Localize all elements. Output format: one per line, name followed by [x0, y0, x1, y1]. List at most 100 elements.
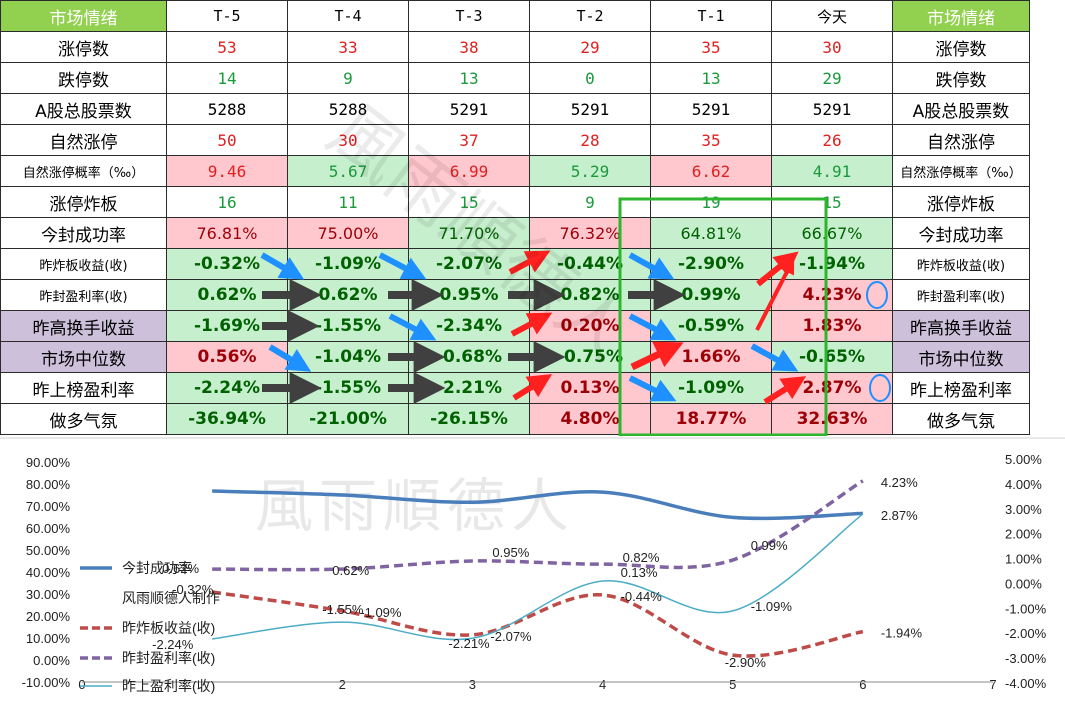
row-label: 昨封盈利率(收) — [0, 279, 167, 311]
row-label-right: 自然涨停 — [892, 124, 1030, 156]
table-row: 自然涨停概率（‰） 9.46 5.67 6.99 5.29 6.62 4.91 自然涨停概率（… — [0, 155, 1030, 187]
series-line — [211, 590, 864, 658]
value-cell: 38 — [408, 31, 530, 63]
value-cell: 1.83% — [771, 310, 893, 342]
left-axis-labels: 90.00% 80.00% 70.00% 60.00% 50.00% 40.00% 30.0… — [22, 455, 71, 690]
value-cell: -0.68% — [408, 341, 530, 373]
data-label: 0.13% — [621, 565, 658, 580]
value-cell: 76.32% — [529, 217, 651, 249]
left-tick-label: 40.00% — [26, 565, 71, 580]
value-cell: 0.13% — [529, 372, 651, 404]
left-tick-label: 60.00% — [26, 521, 71, 536]
value-cell: 75.00% — [287, 217, 409, 249]
value-cell: 5.29 — [529, 155, 651, 187]
value-cell: 13 — [408, 62, 530, 94]
value-cell: -1.69% — [166, 310, 288, 342]
value-cell: 18.77% — [650, 403, 772, 435]
header-cell: 市场情绪 — [892, 0, 1030, 32]
value-cell: 30 — [287, 124, 409, 156]
value-cell: 1.66% — [650, 341, 772, 373]
value-cell: -2.21% — [408, 372, 530, 404]
value-cell: 71.70% — [408, 217, 530, 249]
table-row: 昨炸板收益(收) -0.32% -1.09% -2.07% -0.44% -2.90% -1… — [0, 248, 1030, 280]
x-tick-label: 6 — [859, 677, 866, 692]
value-cell: 16 — [166, 186, 288, 218]
value-cell: 9 — [287, 62, 409, 94]
table-row: 自然涨停 50 30 37 28 35 26 自然涨停 — [0, 124, 1030, 156]
data-label: -1.55% — [322, 602, 364, 617]
right-tick-label: -1.00% — [1005, 601, 1047, 616]
right-axis-labels: 5.00% 4.00% 3.00% 2.00% 1.00% 0.00% -1.00% -2.0… — [1005, 452, 1047, 691]
row-label: 市场中位数 — [0, 341, 167, 373]
value-cell: 14 — [166, 62, 288, 94]
legend-label: 昨炸板收益(收) — [122, 620, 215, 636]
row-label-right: 自然涨停概率（‰） — [892, 155, 1030, 187]
legend-label: 今封成功率 — [122, 560, 192, 576]
value-cell: 9 — [529, 186, 651, 218]
value-cell: 0.99% — [650, 279, 772, 311]
value-cell: 6.62 — [650, 155, 772, 187]
value-cell: -2.34% — [408, 310, 530, 342]
row-label: 自然涨停 — [0, 124, 167, 156]
value-cell: -1.04% — [287, 341, 409, 373]
series-lines — [211, 479, 864, 658]
value-cell: 4.91 — [771, 155, 893, 187]
value-cell: 9.46 — [166, 155, 288, 187]
value-cell: -2.07% — [408, 248, 530, 280]
table-row: 昨高换手收益 -1.69% -1.55% -2.34% 0.20% -0.59% 1.83%… — [0, 310, 1030, 342]
row-label: A股总股票数 — [0, 93, 167, 125]
table-row: 今封成功率 76.81% 75.00% 71.70% 76.32% 64.81% 66.67… — [0, 217, 1030, 249]
header-cell: T-3 — [408, 0, 530, 32]
value-cell: 35 — [650, 31, 772, 63]
value-cell: -1.55% — [287, 310, 409, 342]
row-label-right: 市场中位数 — [892, 341, 1030, 373]
table-row: 昨上榜盈利率 -2.24% -1.55% -2.21% 0.13% -1.09% 2.87%… — [0, 372, 1030, 404]
x-tick-label: 2 — [339, 677, 346, 692]
left-tick-label: 90.00% — [26, 455, 71, 470]
x-tick-label: 7 — [989, 677, 996, 692]
right-tick-label: 1.00% — [1005, 552, 1042, 567]
value-cell: 30 — [771, 31, 893, 63]
value-cell: 5291 — [771, 93, 893, 125]
row-label: 跌停数 — [0, 62, 167, 94]
value-cell: -36.94% — [166, 403, 288, 435]
value-cell: 0.82% — [529, 279, 651, 311]
value-cell: 5291 — [650, 93, 772, 125]
value-cell: -1.09% — [287, 248, 409, 280]
data-label: -2.90% — [725, 655, 767, 670]
value-cell: 11 — [287, 186, 409, 218]
value-cell: 0.20% — [529, 310, 651, 342]
chart-watermark: 風雨順德人 — [255, 472, 575, 540]
right-tick-label: 5.00% — [1005, 452, 1042, 467]
value-cell: 66.67% — [771, 217, 893, 249]
data-label: -0.44% — [621, 589, 663, 604]
data-label: 0.99% — [751, 538, 788, 553]
data-label: -0.32% — [172, 582, 214, 597]
value-cell: 6.99 — [408, 155, 530, 187]
value-cell: 5288 — [166, 93, 288, 125]
value-cell: 53 — [166, 31, 288, 63]
left-tick-label: 0.00% — [33, 653, 70, 668]
table-row: 跌停数 14 9 13 0 13 29 跌停数 — [0, 62, 1030, 94]
row-label: 今封成功率 — [0, 217, 167, 249]
row-label-right: 涨停数 — [892, 31, 1030, 63]
line-chart: 90.00%80.00%70.00%60.00%50.00%40.00%30.0… — [0, 437, 1065, 694]
right-tick-label: 2.00% — [1005, 527, 1042, 542]
value-cell: -0.65% — [771, 341, 893, 373]
data-label: -2.21% — [448, 636, 490, 651]
x-tick-label: 3 — [469, 677, 476, 692]
value-cell: 0 — [529, 62, 651, 94]
table-row: 涨停数 53 33 38 29 35 30 涨停数 — [0, 31, 1030, 63]
row-label-right: 昨上榜盈利率 — [892, 372, 1030, 404]
table-row: 涨停炸板 16 11 15 9 19 15 涨停炸板 — [0, 186, 1030, 218]
value-cell: -0.59% — [650, 310, 772, 342]
value-cell: 50 — [166, 124, 288, 156]
series-line — [212, 513, 864, 641]
row-label: 自然涨停概率（‰） — [0, 155, 167, 187]
table-row: 做多气氛 -36.94% -21.00% -26.15% 4.80% 18.77% 32.6… — [0, 403, 1030, 435]
header-cell: T-1 — [650, 0, 772, 32]
x-tick-label: 5 — [729, 677, 736, 692]
chart-credit: 风雨顺德人制作 — [122, 590, 220, 606]
value-cell: 37 — [408, 124, 530, 156]
